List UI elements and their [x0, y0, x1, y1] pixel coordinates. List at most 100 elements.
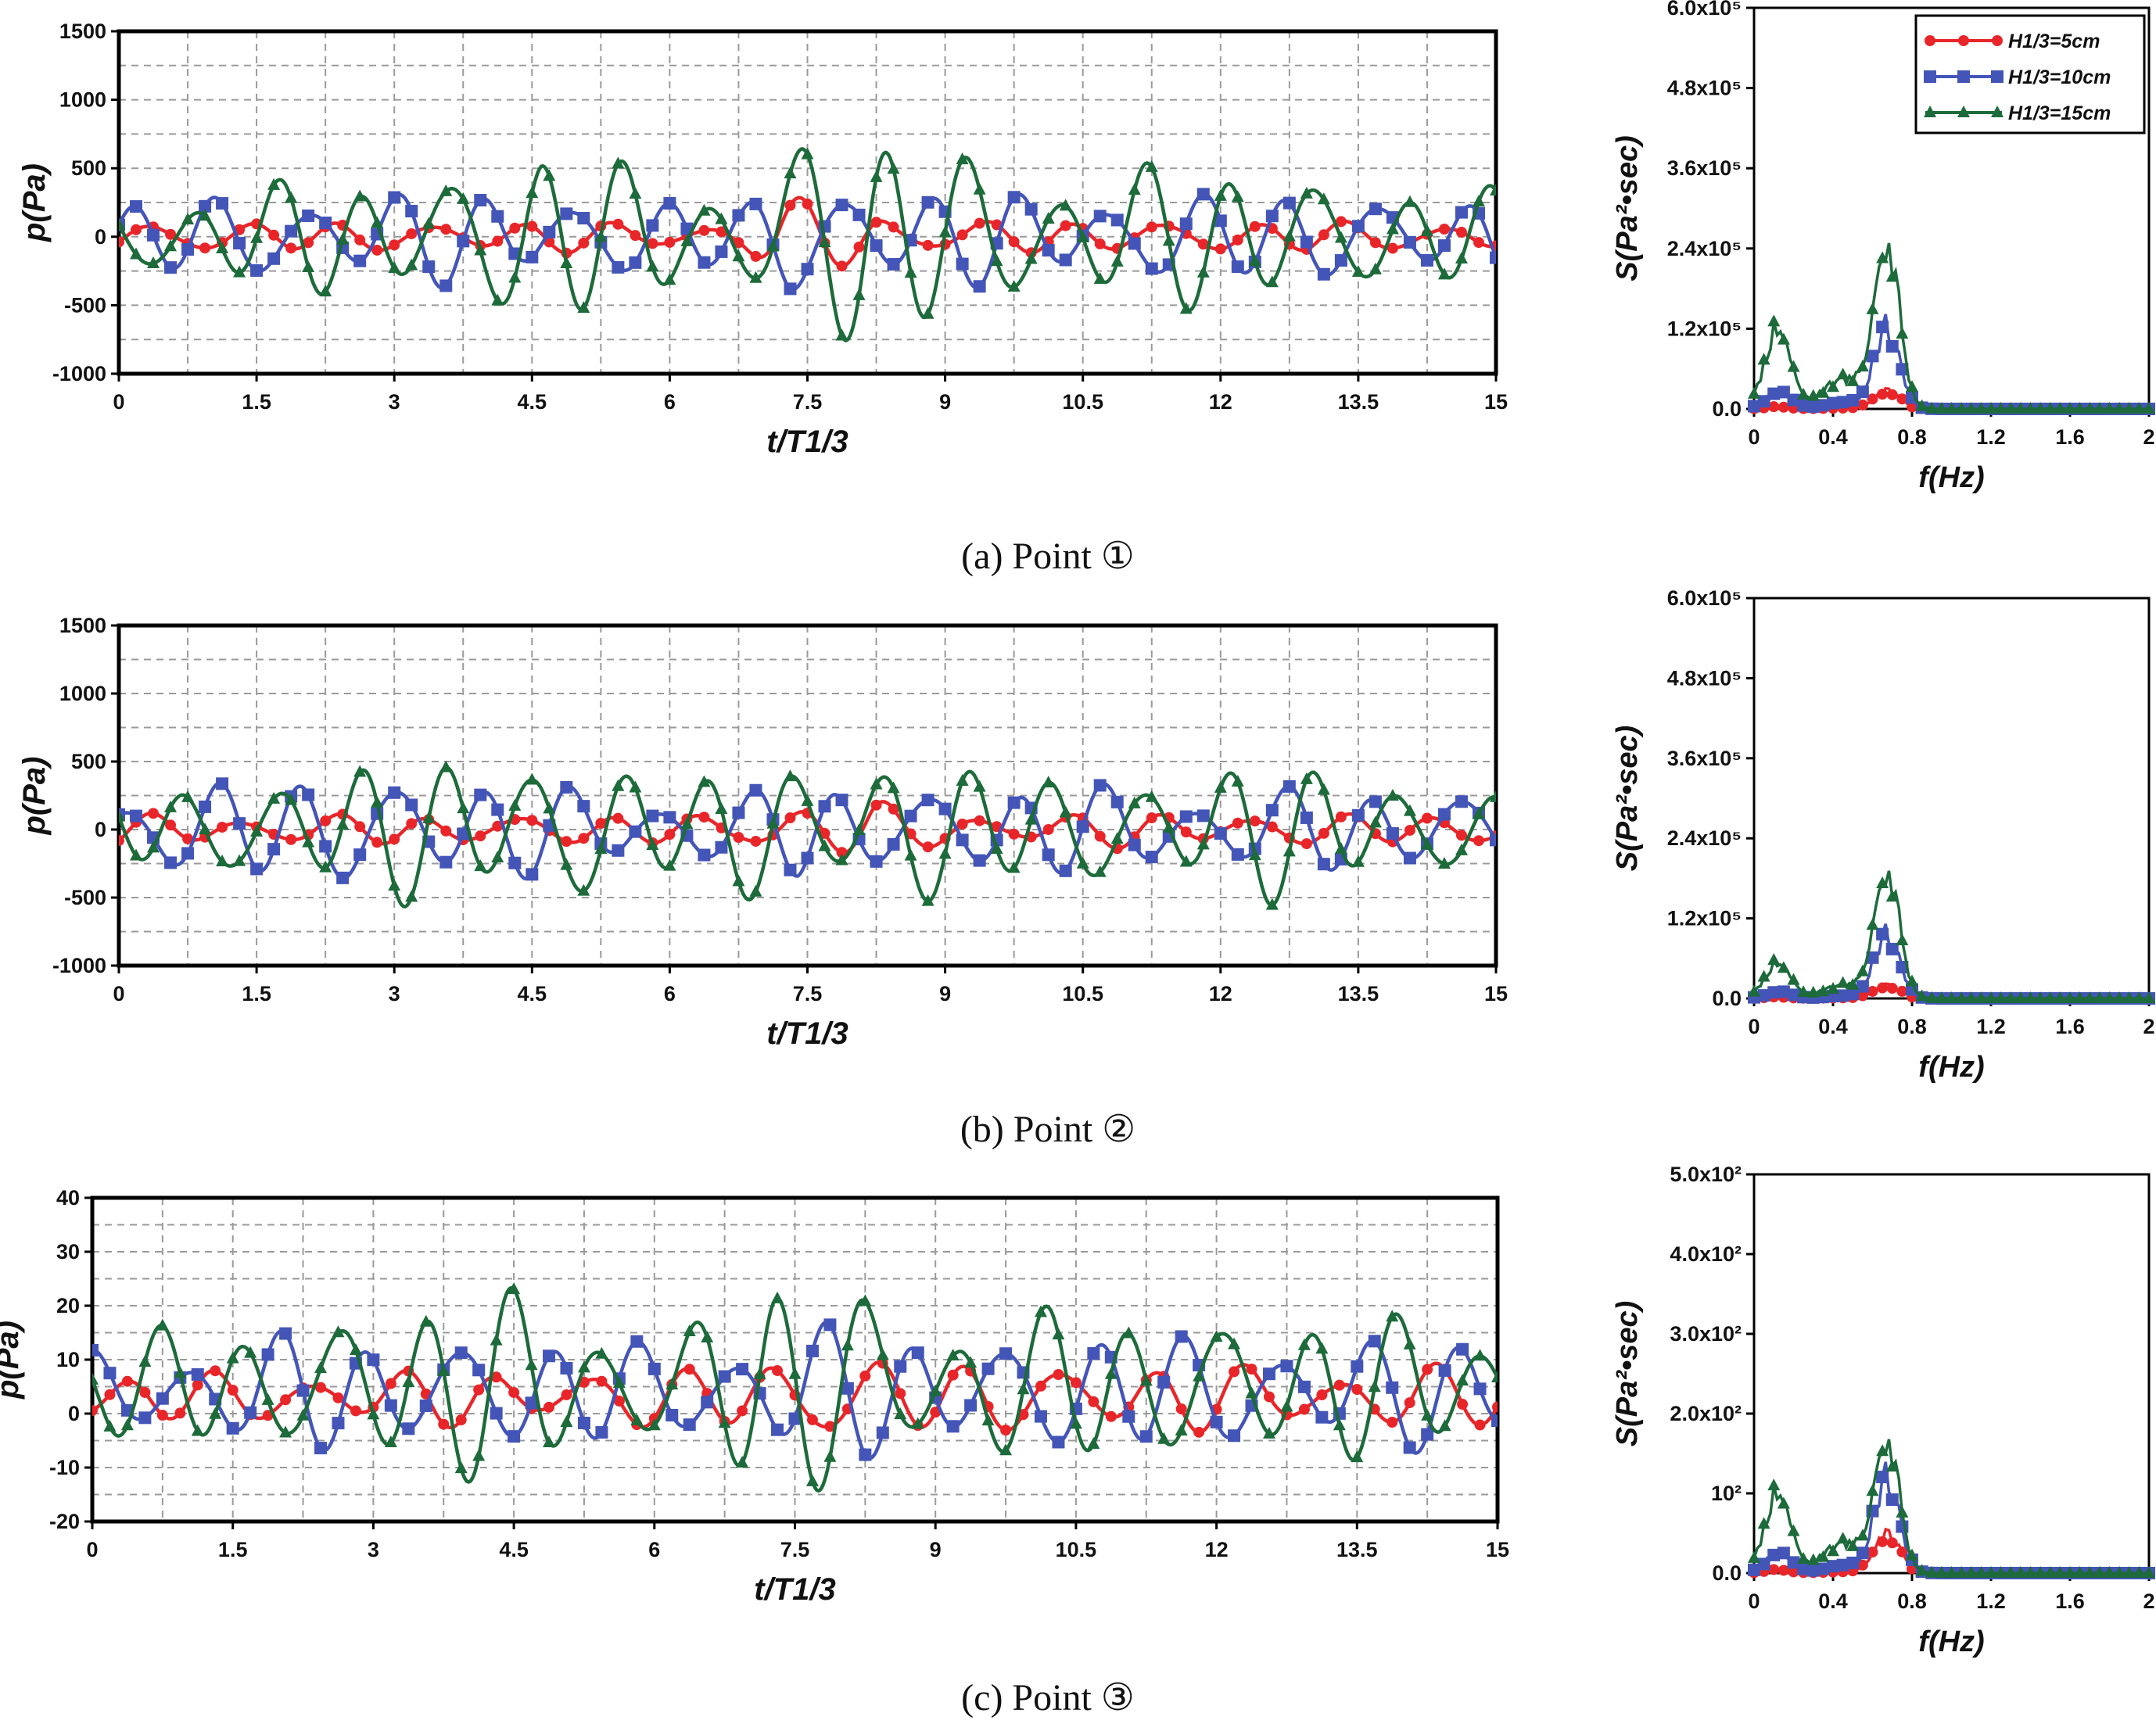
data-point-b-time-2: [938, 847, 952, 859]
data-point-a-time-0: [389, 239, 400, 251]
data-point-c-time-2: [92, 1372, 99, 1385]
x-tick-label-c-time: 3: [368, 1538, 379, 1561]
data-point-c-time-1: [577, 1416, 590, 1429]
spectrum-point-a-spectrum-1: [1885, 339, 1899, 353]
data-point-a-time-1: [1490, 251, 1496, 264]
y-tick-label-b-spectrum: 6.0x10⁵: [1667, 586, 1742, 610]
data-point-b-time-0: [1180, 826, 1192, 838]
legend-label-2: H1/3=15cm: [2008, 102, 2111, 124]
data-point-b-time-0: [354, 821, 366, 833]
data-point-c-time-1: [92, 1343, 99, 1357]
data-point-a-time-1: [1437, 239, 1451, 253]
x-tick-label-b-spectrum: 1.2: [1976, 1015, 2006, 1038]
data-point-c-time-0: [121, 1375, 133, 1387]
data-point-c-time-1: [279, 1327, 292, 1340]
data-point-c-time-1: [1122, 1410, 1135, 1423]
data-point-b-time-1: [1110, 795, 1124, 808]
data-point-a-time-2: [990, 254, 1003, 267]
data-point-c-time-2: [1210, 1330, 1223, 1342]
y-tick-label-c-spectrum: 0.0: [1712, 1561, 1742, 1585]
data-point-a-time-2: [1007, 280, 1021, 292]
spectrum-point-a-spectrum-2: [1896, 327, 1909, 339]
x-tick-label-c-time: 12: [1205, 1538, 1229, 1561]
data-point-a-time-1: [1334, 254, 1347, 267]
y-axis-label-a-time: p(Pa): [17, 163, 52, 242]
data-point-c-time-1: [1491, 1414, 1498, 1428]
data-point-a-time-1: [319, 217, 332, 230]
data-point-c-time-2: [1368, 1380, 1381, 1392]
data-point-c-time-1: [736, 1363, 749, 1376]
spectrum-point-c-spectrum-1: [1827, 1560, 1839, 1573]
spectrum-point-b-spectrum-2: [1896, 934, 1909, 946]
data-point-c-time-1: [788, 1412, 802, 1425]
data-point-c-time-1: [543, 1349, 556, 1363]
data-point-c-time-2: [595, 1346, 608, 1359]
data-point-c-time-0: [543, 1401, 555, 1413]
spectrum-point-c-spectrum-2: [1806, 1553, 1820, 1565]
data-point-b-time-0: [406, 818, 418, 830]
data-point-c-time-2: [1280, 1400, 1293, 1412]
spectrum-point-a-spectrum-2: [1846, 374, 1860, 386]
data-point-c-time-2: [332, 1325, 345, 1338]
data-point-a-time-2: [422, 217, 436, 229]
data-point-c-time-2: [437, 1364, 450, 1376]
x-tick-label-c-time: 10.5: [1056, 1538, 1097, 1561]
data-point-c-time-0: [1333, 1379, 1345, 1391]
data-point-b-time-1: [1403, 851, 1416, 865]
data-point-c-time-2: [191, 1424, 204, 1436]
data-point-b-time-1: [938, 802, 952, 815]
data-point-c-time-2: [946, 1349, 960, 1361]
data-point-a-time-1: [1093, 210, 1107, 223]
data-point-c-time-2: [577, 1360, 590, 1373]
chart-b-time: 0 1.5 3 4.5 6 7.5 9 10.5 12 13.5 15 -1000 -500 0 500 10…: [17, 614, 1508, 1051]
data-point-a-time-2: [474, 243, 487, 256]
data-point-c-time-2: [138, 1355, 152, 1367]
spectrum-point-c-spectrum-2: [2064, 1566, 2076, 1578]
data-point-a-time-1: [921, 195, 935, 209]
data-point-c-time-0: [806, 1414, 818, 1425]
data-point-b-time-1: [1386, 826, 1399, 840]
data-point-a-time-2: [1024, 252, 1038, 264]
data-point-c-time-2: [753, 1367, 766, 1379]
data-point-c-time-2: [1034, 1305, 1047, 1317]
data-point-b-time-1: [1369, 795, 1382, 808]
data-point-a-time-2: [267, 177, 281, 190]
spectrum-point-a-spectrum-2: [1866, 302, 1879, 314]
spectrum-point-a-spectrum-2: [1945, 401, 1958, 414]
data-point-a-time-1: [852, 208, 866, 221]
data-point-c-time-0: [1070, 1377, 1082, 1389]
spectrum-point-a-spectrum-2: [2014, 402, 2027, 414]
data-point-c-time-2: [560, 1414, 573, 1427]
y-tick-label-c-spectrum: 2.0x10²: [1670, 1402, 1742, 1425]
spectrum-point-a-spectrum-2: [1767, 314, 1781, 327]
data-point-a-time-2: [1128, 183, 1141, 195]
data-point-c-time-0: [1263, 1391, 1275, 1403]
spectrum-point-a-spectrum-1: [1777, 385, 1790, 399]
legend-a-spectrum: H1/3=5cm H1/3=10cm H1/3=15cm: [1914, 14, 2146, 134]
data-point-a-time-2: [904, 266, 917, 278]
data-point-b-time-0: [974, 815, 985, 826]
data-point-a-time-0: [1473, 237, 1484, 249]
data-point-a-time-2: [1265, 275, 1279, 288]
x-tick-label-a-time: 7.5: [793, 390, 823, 414]
legend-marker-2: [1991, 106, 2004, 117]
spectrum-point-c-spectrum-1: [1806, 1564, 1820, 1577]
data-point-b-time-2: [973, 780, 986, 792]
data-point-b-time-1: [1145, 851, 1158, 864]
data-point-c-time-2: [1333, 1418, 1346, 1431]
data-point-b-time-2: [353, 765, 367, 777]
legend-marker-1: [1924, 70, 1936, 83]
data-point-a-time-1: [784, 282, 797, 296]
data-point-a-time-1: [130, 200, 143, 213]
data-point-c-time-1: [138, 1411, 152, 1425]
legend-marker-0: [1925, 35, 1935, 46]
y-axis-label-b-time: p(Pa): [17, 757, 52, 836]
spectrum-point-a-spectrum-2: [1806, 389, 1820, 401]
data-point-b-time-0: [698, 812, 710, 823]
data-point-c-time-1: [226, 1421, 239, 1435]
data-point-b-time-2: [543, 801, 556, 814]
data-point-c-time-2: [1157, 1432, 1171, 1444]
data-point-b-time-2: [1490, 790, 1496, 802]
x-tick-label-b-spectrum: 2: [2143, 1015, 2154, 1038]
x-tick-label-a-time: 12: [1209, 390, 1232, 414]
